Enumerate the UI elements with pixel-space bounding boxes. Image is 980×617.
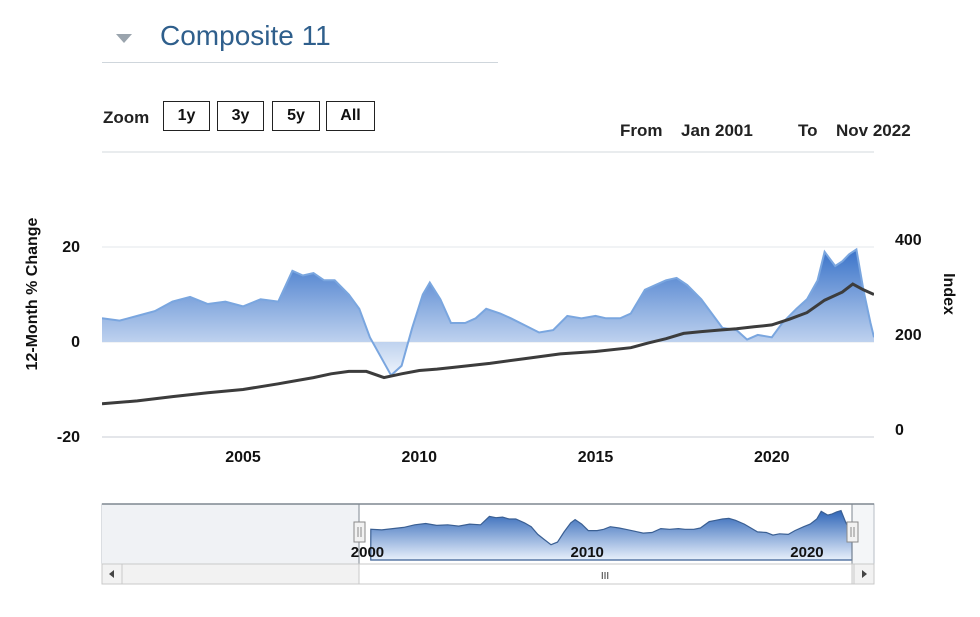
y-left-tick-label: 20 [62, 239, 80, 256]
navigator-mask-left [102, 504, 358, 564]
range-from-input[interactable]: Jan 2001 [681, 121, 753, 140]
index-line [102, 282, 874, 406]
scrollbar-thumb[interactable] [358, 563, 853, 585]
grip-lines-icon: III [601, 571, 609, 582]
x-tick-label: 2010 [401, 449, 437, 466]
navigator-tick-label: 2020 [790, 544, 823, 561]
arrow-right-icon [862, 570, 867, 578]
navigator-handle-right[interactable] [846, 521, 859, 543]
arrow-left-icon [109, 570, 114, 578]
y-left-tick-label: -20 [57, 429, 80, 446]
y-axis-right-label: Index [940, 273, 957, 315]
chart-title: Composite 11 [160, 20, 331, 51]
y-axis-right-ticks: 400 200 0 [895, 232, 922, 439]
y-axis-left-ticks: 20 0 -20 [57, 239, 80, 446]
zoom-1y-button[interactable]: 1y [163, 101, 210, 131]
chart-header: Composite 11 [102, 14, 498, 63]
y-right-tick-label: 400 [895, 232, 922, 249]
y-right-tick-label: 0 [895, 422, 904, 439]
range-to-input[interactable]: Nov 2022 [836, 121, 911, 140]
pct-change-line [102, 247, 874, 377]
plot-area [102, 247, 874, 406]
zoom-label: Zoom [103, 108, 150, 127]
navigator-tick-label: 2000 [351, 544, 384, 561]
triangle-down-icon[interactable] [116, 34, 132, 43]
navigator-handle-left[interactable] [353, 521, 366, 543]
y-right-tick-label: 200 [895, 327, 922, 344]
x-tick-label: 2015 [578, 449, 614, 466]
y-left-tick-label: 0 [71, 334, 80, 351]
y-axis-left-label: 12-Month % Change [24, 217, 41, 370]
navigator-x-ticks: 2000 2010 2020 [351, 544, 824, 561]
navigator-tick-label: 2010 [571, 544, 604, 561]
zoom-all-button[interactable]: All [326, 101, 375, 131]
navigator: 2000 2010 2020 [101, 503, 875, 584]
range-to-label: To [798, 121, 818, 140]
navigator-series [370, 509, 853, 561]
x-tick-label: 2020 [754, 449, 790, 466]
zoom-5y-button[interactable]: 5y [272, 101, 320, 131]
zoom-3y-button[interactable]: 3y [217, 101, 264, 131]
range-from-label: From [620, 121, 663, 140]
scrollbar[interactable]: III [101, 563, 875, 585]
x-axis-ticks: 2005 2010 2015 2020 [225, 449, 789, 466]
x-tick-label: 2005 [225, 449, 261, 466]
pct-change-area [102, 249, 874, 376]
